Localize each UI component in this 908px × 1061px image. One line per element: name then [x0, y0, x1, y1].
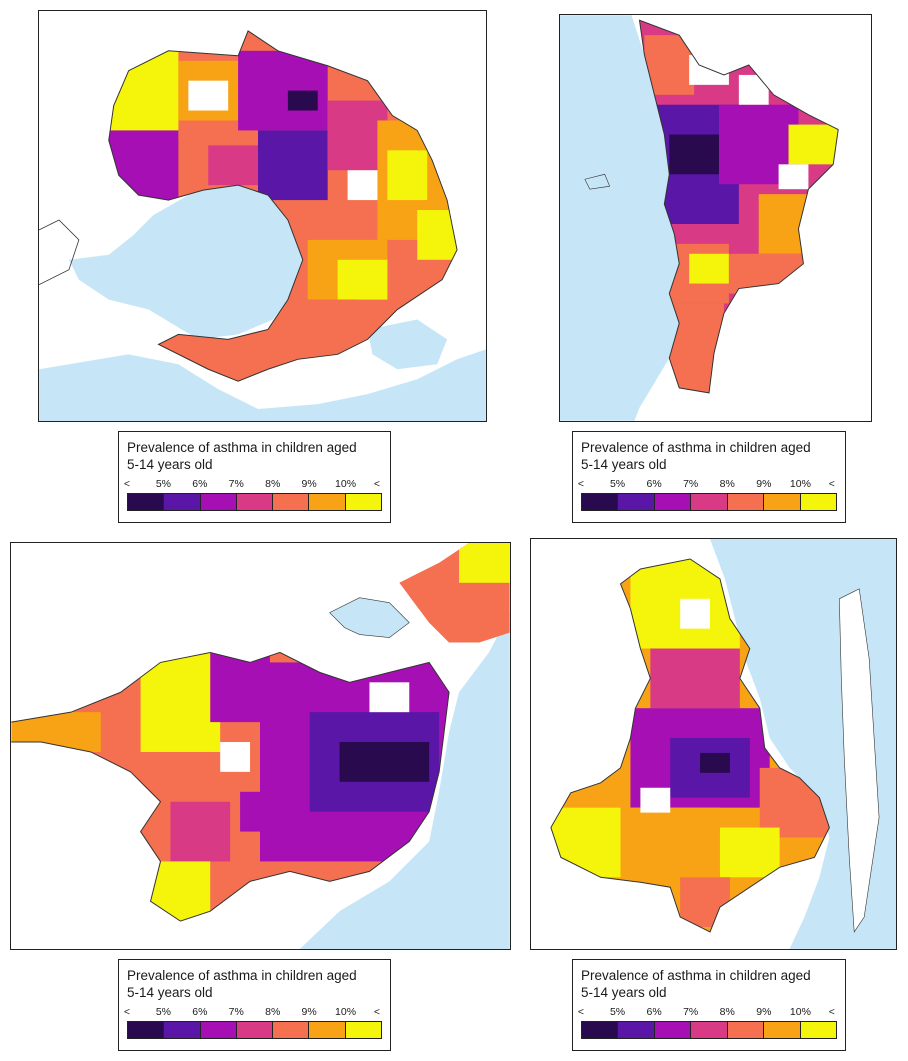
legend-title-line1: Prevalence of asthma in children aged	[127, 440, 357, 455]
legend-ticks: < 5% 6% 7% 8% 9% 10% <	[577, 1006, 837, 1021]
legend-swatch	[800, 1022, 836, 1038]
map-top-right-canvas	[560, 15, 871, 421]
legend-swatch	[727, 1022, 765, 1038]
legend-tick: 8%	[719, 478, 735, 490]
legend-swatch	[345, 494, 381, 510]
legend-title-line2: 5-14 years old	[581, 457, 667, 472]
map-top-right	[559, 14, 872, 422]
bay-water	[68, 180, 306, 340]
legend-tick: 5%	[155, 478, 171, 490]
legend-bottom-left: Prevalence of asthma in children aged 5-…	[118, 959, 391, 1051]
legend-swatch	[200, 494, 237, 510]
legend-tick: 10%	[789, 1006, 811, 1018]
legend-ticks: < 5% 6% 7% 8% 9% 10% <	[577, 478, 837, 493]
legend-tick: 7%	[683, 478, 699, 490]
map-bottom-left-canvas	[11, 543, 510, 949]
legend-tick: 8%	[719, 1006, 735, 1018]
legend-swatch	[273, 494, 310, 510]
legend-tick: 6%	[646, 1006, 662, 1018]
legend-tick: 7%	[683, 1006, 699, 1018]
legend-tick: 5%	[609, 478, 626, 490]
legend-swatch	[236, 1022, 274, 1038]
legend-tick: <	[828, 478, 835, 490]
legend-tick: <	[828, 1006, 835, 1018]
legend-tick: 8%	[265, 1006, 281, 1018]
legend-swatch	[236, 494, 274, 510]
map-top-left-canvas	[39, 11, 486, 421]
legend-swatch	[273, 1022, 310, 1038]
legend-swatch	[128, 1022, 165, 1038]
legend-tick: 6%	[192, 1006, 208, 1018]
legend-tick: 6%	[192, 478, 208, 490]
legend-color-bar	[581, 493, 837, 511]
legend-tick: <	[577, 1006, 585, 1018]
legend-title-line2: 5-14 years old	[127, 985, 213, 1000]
legend-color-bar	[127, 493, 382, 511]
legend-top-right: Prevalence of asthma in children aged 5-…	[572, 431, 846, 523]
legend-title-line2: 5-14 years old	[581, 985, 667, 1000]
legend-top-left: Prevalence of asthma in children aged 5-…	[118, 431, 391, 523]
legend-tick: 10%	[335, 1006, 357, 1018]
legend-tick: 5%	[609, 1006, 626, 1018]
map-bottom-right	[530, 538, 897, 950]
legend-swatch	[309, 494, 346, 510]
legend-tick: 9%	[301, 1006, 317, 1018]
legend-swatch	[764, 494, 801, 510]
legend-swatch	[345, 1022, 381, 1038]
legend-tick: 8%	[265, 478, 281, 490]
map-top-left	[38, 10, 487, 422]
legend-swatch	[309, 1022, 346, 1038]
legend-swatch	[654, 494, 692, 510]
legend-swatch	[128, 494, 165, 510]
legend-color-bar	[127, 1021, 382, 1039]
legend-tick: 10%	[789, 478, 811, 490]
legend-title-line2: 5-14 years old	[127, 457, 213, 472]
legend-swatch	[164, 494, 201, 510]
legend-tick: <	[577, 478, 585, 490]
legend-swatch	[691, 494, 728, 510]
legend-tick: 9%	[756, 1006, 772, 1018]
legend-tick: <	[123, 1006, 131, 1018]
legend-swatch	[800, 494, 836, 510]
ocean-water	[560, 15, 680, 421]
legend-tick: 6%	[646, 478, 662, 490]
legend-swatch	[200, 1022, 237, 1038]
legend-tick: 7%	[228, 478, 244, 490]
legend-tick: <	[373, 1006, 380, 1018]
legend-swatch	[691, 1022, 728, 1038]
outer-sea	[39, 349, 486, 421]
map-bottom-left	[10, 542, 511, 950]
legend-ticks: < 5% 6% 7% 8% 9% 10% <	[123, 1006, 382, 1021]
legend-swatch	[618, 494, 655, 510]
legend-swatch	[654, 1022, 692, 1038]
ocean-water	[299, 612, 510, 949]
legend-tick: 10%	[335, 478, 357, 490]
legend-ticks: < 5% 6% 7% 8% 9% 10% <	[123, 478, 382, 493]
legend-title-line1: Prevalence of asthma in children aged	[581, 968, 811, 983]
legend-tick: <	[123, 478, 131, 490]
legend-title-line1: Prevalence of asthma in children aged	[581, 440, 811, 455]
legend-tick: 7%	[228, 1006, 244, 1018]
legend-swatch	[164, 1022, 201, 1038]
legend-tick: 5%	[155, 1006, 171, 1018]
legend-swatch	[618, 1022, 655, 1038]
legend-color-bar	[581, 1021, 837, 1039]
legend-bottom-right: Prevalence of asthma in children aged 5-…	[572, 959, 846, 1051]
legend-swatch	[582, 494, 619, 510]
legend-swatch	[582, 1022, 619, 1038]
map-bottom-right-canvas	[531, 539, 896, 949]
legend-tick: <	[373, 478, 380, 490]
legend-tick: 9%	[756, 478, 772, 490]
legend-title-line1: Prevalence of asthma in children aged	[127, 968, 357, 983]
legend-tick: 9%	[301, 478, 317, 490]
legend-swatch	[764, 1022, 801, 1038]
legend-swatch	[727, 494, 765, 510]
